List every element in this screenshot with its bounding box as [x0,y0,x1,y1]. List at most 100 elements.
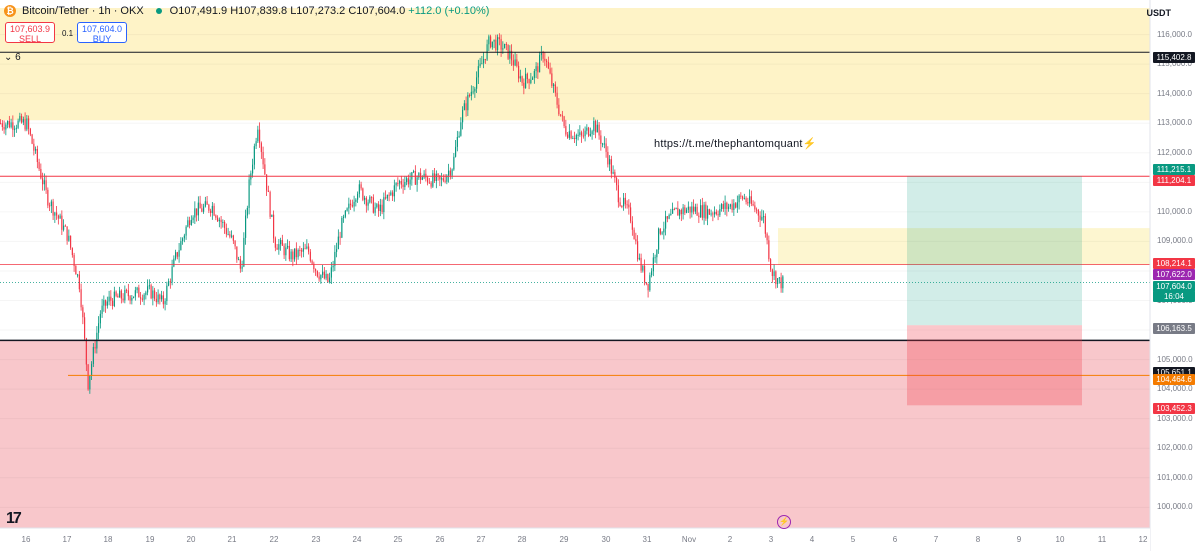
candle-body [698,215,700,218]
indicators-collapse-button[interactable]: ⌄ 6 [4,52,21,63]
candle-body [180,241,182,251]
candle-body [297,249,299,258]
candle-body [603,143,605,145]
candle-body [721,204,723,210]
candle-body [350,203,352,206]
price-tag: 108,214.1 [1153,258,1195,269]
candle-body [276,247,278,250]
candle-body [768,240,770,260]
candle-body [196,208,198,216]
candle-body [43,180,45,185]
chart-zones [0,8,1150,528]
candle-body [488,36,490,45]
tradingview-logo[interactable]: 17 [6,510,22,527]
candle-body [544,58,546,61]
candle-body [686,209,688,213]
candle-body [710,213,712,215]
currency-label[interactable]: USDT [1146,8,1172,18]
candle-body [253,146,255,165]
candle-body [143,294,145,300]
candle-body [313,263,315,270]
candle-body [708,209,710,215]
candle-body [183,235,185,239]
candle-body [693,206,695,212]
candle-body [372,197,374,213]
candle-body [467,95,469,111]
candle-body [745,198,747,202]
candle-body [581,132,583,136]
candle-body [358,184,360,194]
price-tick-label: 105,000.0 [1157,354,1193,364]
candle-body [757,209,759,216]
horizontal-levels [0,51,1150,376]
candle-body [92,346,94,364]
flash-icon[interactable]: ⚡ [777,515,791,529]
candle-body [182,238,184,242]
candle-body [364,197,366,200]
candle-body [22,119,24,123]
candle-body [218,219,220,222]
candle-body [126,289,128,291]
price-tick-label: 102,000.0 [1157,443,1193,453]
candle-body [3,127,5,130]
symbol-header[interactable]: ₿ Bitcoin/Tether · 1h · OKX O107,491.9 H… [4,5,489,17]
candle-body [432,173,434,187]
candle-body [584,130,586,137]
time-tick-label: 7 [933,535,939,544]
symbol-title[interactable]: Bitcoin/Tether · 1h · OKX [22,5,144,17]
candle-body [47,189,49,206]
candle-body [549,68,551,74]
candle-body [460,122,462,136]
candle-body [560,114,562,116]
candle-body [568,131,570,138]
candle-body [87,364,89,390]
candle-body [273,214,275,239]
candle-body [119,290,121,298]
price-tag: 104,464.6 [1153,374,1195,385]
buy-button[interactable]: 107,604.0 BUY [77,22,127,44]
candle-body [673,208,675,210]
price-tag: 111,215.1 [1153,164,1195,175]
candle-body [607,151,609,165]
candle-body [390,192,392,195]
candle-body [645,282,647,284]
candle-body [586,127,588,131]
price-tick-label: 114,000.0 [1157,88,1192,98]
candle-body [232,235,234,241]
candle-body [701,205,703,218]
candle-body [614,172,616,179]
candle-body [558,104,560,115]
candle-body [136,287,138,291]
candle-body [455,146,457,157]
candle-body [624,197,626,205]
candle-body [245,215,247,238]
candle-body [392,192,394,197]
candle-body [509,50,511,59]
candle-body [248,179,250,208]
sell-button[interactable]: 107,603.9 SELL [5,22,55,44]
candle-body [747,201,749,204]
candle-body [476,77,478,89]
candle-body [49,205,51,207]
candle-body [120,290,122,299]
candle-body [743,198,745,200]
candle-body [187,220,189,227]
time-tick-label: 2 [727,535,733,544]
candle-body [215,215,217,218]
long-position-tool[interactable] [907,175,1082,406]
candle-body [442,178,444,181]
candle-body [696,206,698,216]
price-tick-label: 112,000.0 [1157,147,1192,157]
time-tick-label: 6 [892,535,898,544]
candle-body [530,79,532,84]
candle-body [728,206,730,210]
candle-body [246,207,248,216]
candle-body [369,196,371,203]
candle-body [493,39,495,42]
candle-body [514,59,516,66]
candle-body [679,209,681,216]
candle-body [329,277,331,283]
candle-body [736,202,738,208]
candle-body [588,127,590,136]
